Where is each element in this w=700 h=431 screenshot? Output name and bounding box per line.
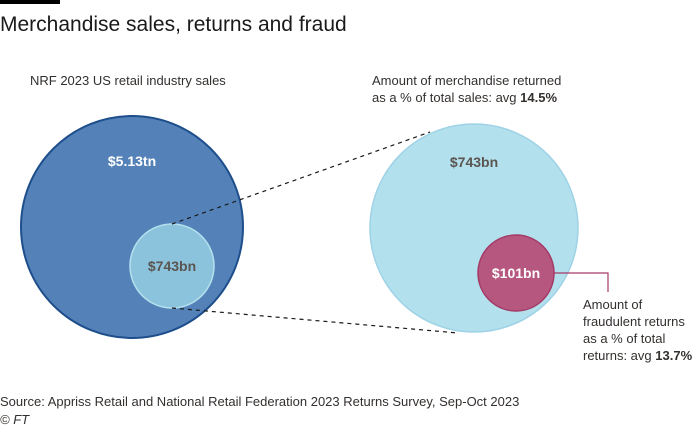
returns-inner-value-label: $743bn [148, 258, 196, 274]
fraud-value-label: $101bn [492, 265, 540, 281]
returned-label-line2: as a % of total sales: avg 14.5% [372, 89, 561, 106]
sales-circle [20, 115, 244, 339]
fraud-label-line4: returns: avg 13.7% [583, 347, 692, 364]
fraud-label-line4-text: returns: avg [583, 348, 656, 363]
returned-label-line2-text: as a % of total sales: avg [372, 90, 521, 105]
industry-sales-label: NRF 2023 US retail industry sales [30, 72, 226, 89]
chart-title: Merchandise sales, returns and fraud [0, 13, 347, 36]
connector-top-dashed-line [171, 131, 431, 225]
fraud-label-line1: Amount of [583, 297, 643, 312]
sales-value-label: $5.13tn [108, 153, 156, 169]
fraud-leader-line [554, 272, 609, 292]
fraud-share-value: 13.7% [655, 348, 693, 363]
returns-value-label: $743bn [450, 154, 498, 170]
returned-label-line1: Amount of merchandise returned [372, 73, 562, 88]
copyright-note: © FT [0, 412, 30, 427]
fraud-label-line3: as a % of total [583, 331, 666, 346]
ft-top-rule [0, 0, 60, 4]
returned-share-value: 14.5% [520, 90, 558, 105]
source-note: Source: Appriss Retail and National Reta… [0, 394, 520, 409]
industry-sales-label-text: NRF 2023 US retail industry sales [30, 73, 226, 88]
fraud-label-line2: fraudulent returns [583, 314, 685, 329]
returned-label: Amount of merchandise returned as a % of… [372, 72, 561, 106]
fraud-label: Amount of fraudulent returns as a % of t… [583, 296, 692, 364]
